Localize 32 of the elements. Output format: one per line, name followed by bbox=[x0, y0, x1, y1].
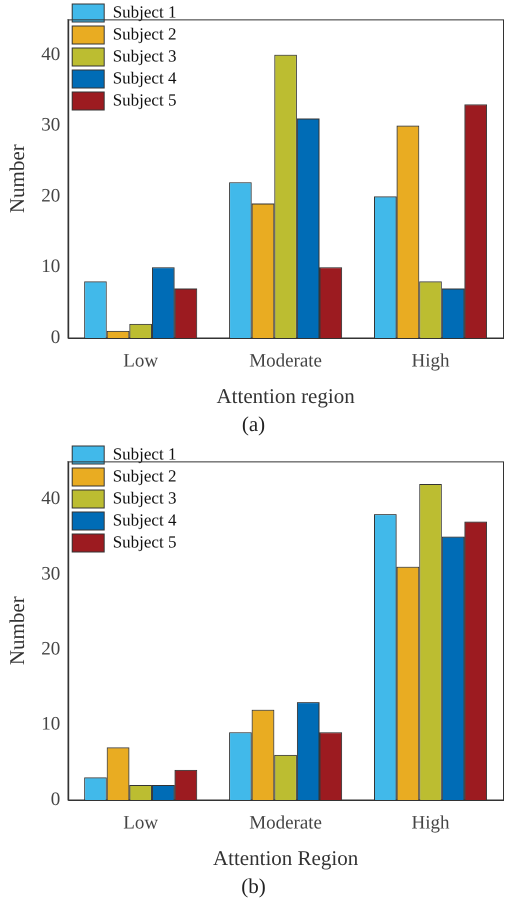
legend-label: Subject 4 bbox=[112, 68, 177, 88]
y-axis-title: Number bbox=[5, 596, 30, 666]
y-tick-label: 20 bbox=[41, 185, 60, 206]
legend-label: Subject 3 bbox=[112, 46, 176, 66]
y-tick-label: 40 bbox=[41, 44, 60, 65]
x-tick-label: Low bbox=[123, 350, 158, 372]
y-tick-label: 10 bbox=[41, 256, 60, 278]
y-tick-label: 0 bbox=[50, 788, 60, 810]
legend-label: Subject 2 bbox=[112, 24, 176, 44]
y-tick-label: 30 bbox=[41, 114, 60, 136]
legend-label: Subject 5 bbox=[112, 90, 176, 110]
legend-label: Subject 1 bbox=[112, 444, 176, 464]
x-tick-label: High bbox=[412, 812, 450, 834]
legend-label: Subject 2 bbox=[112, 466, 176, 486]
legend-label: Subject 1 bbox=[112, 2, 176, 22]
x-axis-title: Attention Region bbox=[212, 846, 359, 870]
x-tick-label: Low bbox=[123, 812, 158, 834]
x-axis-title: Attention region bbox=[216, 384, 356, 408]
y-tick-label: 20 bbox=[41, 638, 60, 660]
legend-label: Subject 4 bbox=[112, 510, 177, 530]
y-tick-label: 0 bbox=[50, 326, 60, 348]
x-tick-label: High bbox=[412, 350, 450, 372]
y-tick-label: 10 bbox=[41, 714, 60, 735]
legend-label: Subject 3 bbox=[112, 488, 176, 508]
text: (b) bbox=[240, 873, 267, 900]
text: (a) bbox=[240, 411, 266, 438]
y-tick-label: 30 bbox=[41, 563, 60, 584]
y-axis-title: Number bbox=[5, 144, 30, 214]
x-tick-label: Moderate bbox=[249, 812, 322, 834]
x-tick-label: Moderate bbox=[249, 350, 322, 372]
y-tick-label: 40 bbox=[41, 488, 60, 510]
legend-label: Subject 5 bbox=[112, 532, 176, 552]
